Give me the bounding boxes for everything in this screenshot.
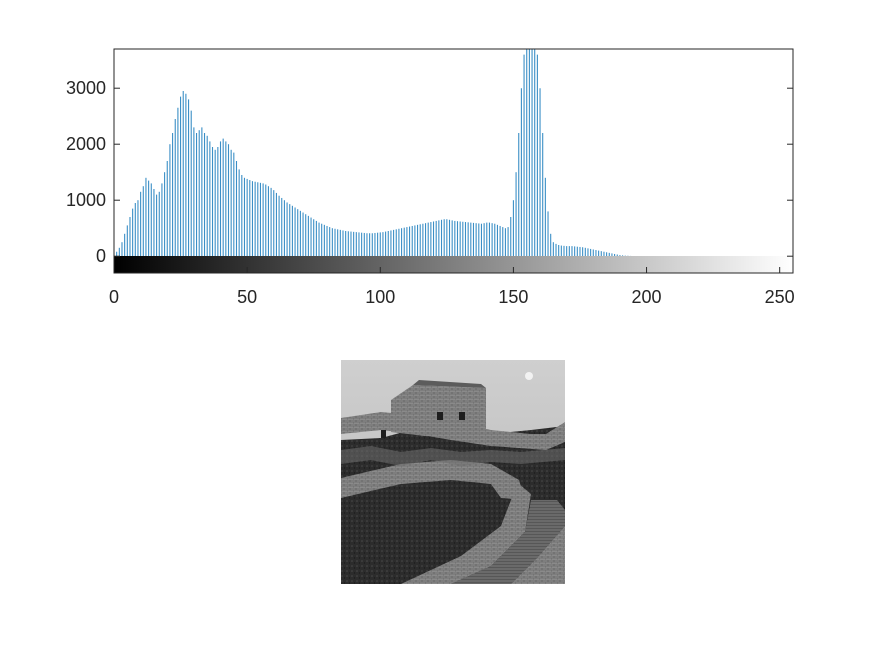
histogram-bars	[114, 49, 640, 257]
x-tick-label: 200	[632, 287, 662, 307]
plot-background	[114, 49, 793, 273]
y-axis: 0 1000 2000 3000	[66, 78, 793, 266]
grayscale-photo	[341, 360, 565, 584]
y-tick-label: 3000	[66, 78, 106, 98]
stair-wall-left	[401, 484, 531, 584]
y-tick-label: 0	[96, 246, 106, 266]
y-tick-label: 1000	[66, 190, 106, 210]
y-tick-label: 2000	[66, 134, 106, 154]
moon	[525, 372, 533, 380]
middle-wall	[341, 460, 525, 500]
tower-window-2	[459, 412, 465, 420]
stair-steps	[451, 500, 565, 584]
x-axis: 0 50 100 150 200 250	[109, 267, 795, 307]
stair-wall-right	[511, 526, 565, 584]
x-tick-label: 100	[365, 287, 395, 307]
plot-frame	[113, 48, 794, 274]
watchtower	[391, 385, 486, 436]
tower-door	[381, 430, 386, 438]
grass-texture	[341, 446, 565, 466]
x-tick-label: 0	[109, 287, 119, 307]
tower-window	[437, 412, 443, 420]
x-tick-label: 150	[498, 287, 528, 307]
x-tick-label: 250	[765, 287, 795, 307]
tower-roof	[413, 380, 486, 388]
x-tick-label: 50	[237, 287, 257, 307]
grayscale-colorbar	[114, 256, 793, 273]
